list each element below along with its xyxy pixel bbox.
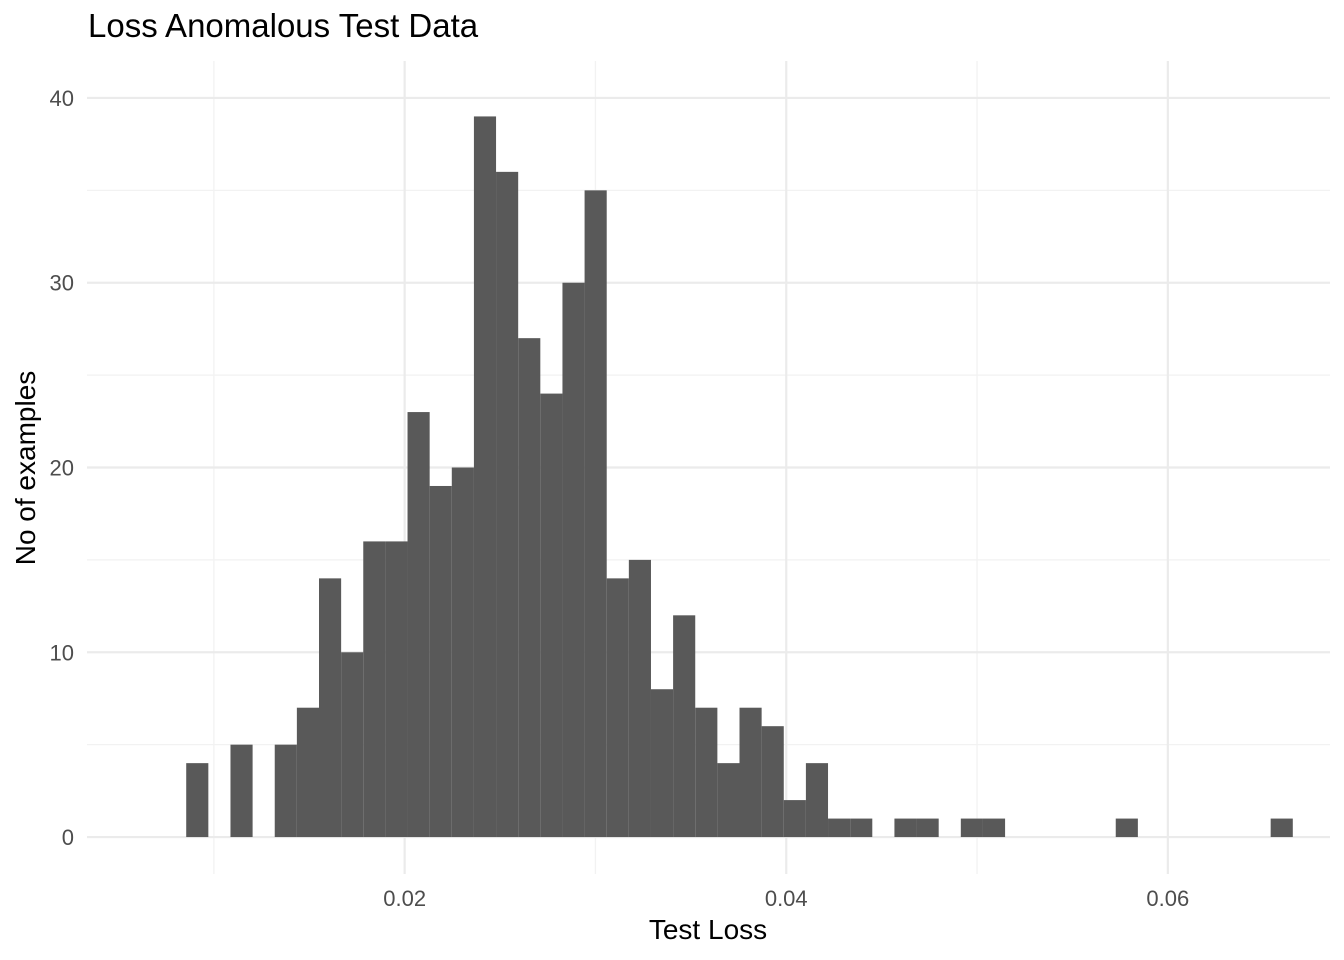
histogram-bar xyxy=(894,818,917,838)
y-axis-title: No of examples xyxy=(10,371,41,566)
histogram-bar xyxy=(695,707,718,838)
y-tick-label: 30 xyxy=(50,271,74,296)
x-axis-ticks: 0.02 0.04 0.06 xyxy=(383,886,1189,911)
histogram-bar xyxy=(429,485,452,838)
histogram-bar xyxy=(1270,818,1293,838)
histogram-bar xyxy=(606,578,629,838)
histogram-bar xyxy=(451,467,474,838)
histogram-bar xyxy=(805,763,829,838)
histogram-bar xyxy=(296,707,320,838)
histogram-bar xyxy=(584,190,607,838)
histogram-bar xyxy=(850,818,873,838)
x-tick-label: 0.04 xyxy=(765,886,808,911)
histogram-bar xyxy=(960,818,983,838)
y-axis-ticks: 0 10 20 30 40 xyxy=(50,86,74,850)
histogram-bar xyxy=(783,800,806,838)
histogram-bar xyxy=(341,652,364,838)
histogram-bar xyxy=(761,726,784,838)
histogram-bar xyxy=(739,707,762,838)
histogram-bar xyxy=(1115,818,1138,838)
histogram-bar xyxy=(473,116,497,838)
y-tick-label: 20 xyxy=(50,456,74,481)
histogram-bar xyxy=(319,578,342,838)
x-tick-label: 0.06 xyxy=(1146,886,1189,911)
histogram-bar xyxy=(186,763,209,838)
histogram-bar xyxy=(628,559,651,838)
histogram-bar xyxy=(650,689,674,838)
histogram-bar xyxy=(407,412,430,838)
histogram-bar xyxy=(717,763,740,838)
y-tick-label: 10 xyxy=(50,640,74,665)
histogram-bar xyxy=(363,541,386,838)
histogram-bar xyxy=(982,818,1006,838)
chart-title: Loss Anomalous Test Data xyxy=(88,7,479,44)
histogram-bar xyxy=(540,393,563,838)
histogram-bar xyxy=(673,615,696,838)
x-axis-title: Test Loss xyxy=(649,914,767,945)
y-tick-label: 40 xyxy=(50,86,74,111)
histogram-bar xyxy=(496,171,519,838)
histogram-bar xyxy=(916,818,939,838)
histogram-bar xyxy=(274,744,297,838)
histogram-bar xyxy=(518,338,541,838)
histogram-bar xyxy=(385,541,408,838)
x-tick-label: 0.02 xyxy=(383,886,426,911)
histogram-bar xyxy=(828,818,851,838)
histogram-bar xyxy=(562,282,585,838)
histogram-bar xyxy=(230,744,253,838)
histogram-bars xyxy=(186,116,1293,838)
y-tick-label: 0 xyxy=(62,825,74,850)
